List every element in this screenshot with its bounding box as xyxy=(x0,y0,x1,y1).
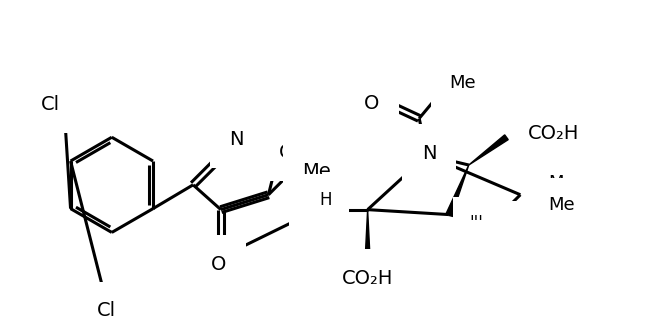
Text: N: N xyxy=(309,200,323,219)
Text: Cl: Cl xyxy=(41,95,60,114)
Text: O: O xyxy=(278,143,294,162)
Text: CO₂H: CO₂H xyxy=(342,269,393,288)
Text: S: S xyxy=(486,220,499,239)
Text: N: N xyxy=(229,130,244,149)
Text: ''': ''' xyxy=(470,213,484,231)
Text: Cl: Cl xyxy=(98,301,116,320)
Text: CO₂H: CO₂H xyxy=(528,124,579,143)
Text: H: H xyxy=(320,191,332,209)
Text: Me: Me xyxy=(449,74,475,92)
Text: Me: Me xyxy=(302,162,331,182)
Text: N: N xyxy=(422,144,436,163)
Polygon shape xyxy=(446,165,469,216)
Text: Me: Me xyxy=(548,174,575,192)
Text: O: O xyxy=(364,94,379,113)
Polygon shape xyxy=(469,135,508,165)
Text: O: O xyxy=(211,255,227,274)
Text: Me: Me xyxy=(548,196,575,214)
Polygon shape xyxy=(364,209,371,269)
